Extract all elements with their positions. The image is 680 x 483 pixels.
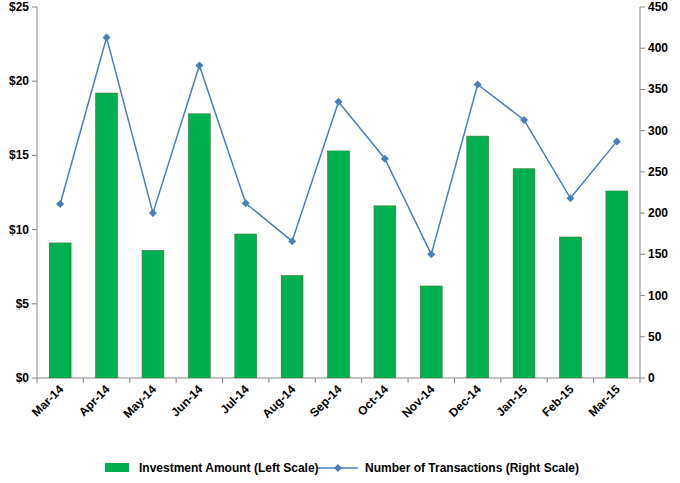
- y2-tick-label: 0: [648, 371, 655, 385]
- marker: [149, 209, 157, 217]
- y2-tick: [640, 295, 645, 296]
- bar: [142, 250, 164, 378]
- x-tick: [37, 378, 38, 383]
- marker: [566, 194, 574, 202]
- y2-axis-line: [640, 7, 641, 378]
- marker: [242, 199, 250, 207]
- legend: Investment Amount (Left Scale) Number of …: [105, 461, 579, 475]
- y-tick-label: $5: [16, 297, 30, 311]
- bar: [328, 151, 350, 378]
- y2-tick-label: 450: [648, 0, 668, 14]
- y2-tick-label: 200: [648, 206, 668, 220]
- y2-tick: [640, 171, 645, 172]
- y-tick: [32, 303, 37, 304]
- marker: [335, 98, 343, 106]
- bar: [560, 237, 582, 378]
- x-tick: [176, 378, 177, 383]
- x-tick: [593, 378, 594, 383]
- bar: [467, 136, 489, 378]
- y2-tick-label: 400: [648, 41, 668, 55]
- legend-marker: [334, 464, 342, 472]
- x-tick-label: Dec-14: [446, 382, 484, 420]
- y-tick-label: $10: [9, 223, 29, 237]
- x-tick: [408, 378, 409, 383]
- y2-tick: [640, 7, 645, 8]
- x-tick: [315, 378, 316, 383]
- marker: [520, 116, 528, 124]
- y2-tick-label: 300: [648, 124, 668, 138]
- line: [60, 38, 617, 255]
- bar: [374, 206, 396, 378]
- x-tick-label: Feb-15: [539, 382, 576, 419]
- bar: [420, 286, 442, 378]
- x-tick-label: May-14: [120, 382, 159, 421]
- x-tick: [222, 378, 223, 383]
- x-tick: [361, 378, 362, 383]
- y2-tick: [640, 336, 645, 337]
- y2-tick-label: 50: [648, 330, 662, 344]
- x-tick-label: Mar-14: [29, 382, 66, 419]
- x-tick-label: Sep-14: [307, 382, 345, 420]
- y-tick-label: $25: [9, 0, 29, 14]
- y-tick: [32, 378, 37, 379]
- bar: [49, 243, 71, 378]
- marker: [381, 155, 389, 163]
- y2-tick: [640, 254, 645, 255]
- y2-tick-label: 100: [648, 289, 668, 303]
- bar: [235, 234, 257, 378]
- x-tick: [454, 378, 455, 383]
- marker: [474, 80, 482, 88]
- marker: [427, 250, 435, 258]
- legend-label: Investment Amount (Left Scale): [139, 461, 319, 475]
- x-tick: [268, 378, 269, 383]
- bar: [96, 93, 118, 378]
- x-tick-label: Jan-15: [493, 382, 530, 419]
- y-tick: [32, 81, 37, 82]
- y2-tick-label: 250: [648, 165, 668, 179]
- x-tick-label: Aug-14: [260, 382, 299, 421]
- y2-tick: [640, 130, 645, 131]
- y2-tick: [640, 378, 645, 379]
- x-tick-label: Jul-14: [217, 382, 252, 417]
- marker: [613, 137, 621, 145]
- chart: $0 $5 $10 $15 $20 $25 0 50 100 150 200 250 300 350 400…: [0, 0, 680, 483]
- y-axis-line: [37, 7, 38, 378]
- y-tick-label: $0: [16, 371, 30, 385]
- x-tick: [547, 378, 548, 383]
- x-tick: [500, 378, 501, 383]
- marker: [195, 62, 203, 70]
- x-tick: [640, 378, 641, 383]
- x-tick-label: Apr-14: [76, 382, 113, 419]
- y2-tick: [640, 89, 645, 90]
- y-tick: [32, 7, 37, 8]
- x-tick-label: Oct-14: [355, 382, 392, 419]
- bar: [281, 276, 303, 378]
- bar: [513, 169, 535, 378]
- legend-swatch: [105, 463, 129, 472]
- legend-label: Number of Transactions (Right Scale): [365, 461, 579, 475]
- bar: [188, 114, 210, 378]
- y2-tick-label: 350: [648, 82, 668, 96]
- x-tick: [83, 378, 84, 383]
- x-tick-label: Nov-14: [399, 382, 437, 420]
- y-tick-label: $15: [9, 148, 29, 162]
- y-tick: [32, 155, 37, 156]
- y-tick-label: $20: [9, 74, 29, 88]
- bar: [606, 191, 628, 378]
- marker: [288, 237, 296, 245]
- y2-tick: [640, 213, 645, 214]
- x-tick-label: Mar-15: [586, 382, 623, 419]
- marker: [56, 200, 64, 208]
- y-tick: [32, 229, 37, 230]
- x-tick-label: Jun-14: [168, 382, 205, 419]
- marker: [103, 34, 111, 42]
- x-tick: [129, 378, 130, 383]
- plot-area: [49, 34, 627, 378]
- y2-tick: [640, 48, 645, 49]
- y2-tick-label: 150: [648, 247, 668, 261]
